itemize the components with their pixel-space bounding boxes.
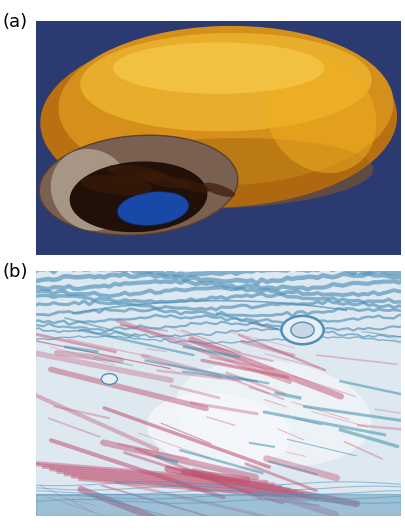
Ellipse shape <box>113 43 324 94</box>
Ellipse shape <box>40 32 397 207</box>
Ellipse shape <box>175 360 372 467</box>
Circle shape <box>281 316 324 344</box>
Ellipse shape <box>138 172 190 189</box>
Text: (b): (b) <box>2 263 28 281</box>
Ellipse shape <box>265 57 376 173</box>
Ellipse shape <box>58 26 394 185</box>
Circle shape <box>291 322 314 338</box>
Ellipse shape <box>64 138 373 209</box>
Ellipse shape <box>117 192 189 226</box>
Ellipse shape <box>51 149 132 231</box>
Text: (a): (a) <box>2 13 27 31</box>
Circle shape <box>101 373 117 385</box>
Bar <box>36 494 401 516</box>
Ellipse shape <box>202 182 235 197</box>
Ellipse shape <box>70 161 207 232</box>
Ellipse shape <box>147 393 290 468</box>
Ellipse shape <box>169 178 210 193</box>
Ellipse shape <box>80 33 372 131</box>
Ellipse shape <box>107 165 171 182</box>
Ellipse shape <box>81 175 153 195</box>
Ellipse shape <box>39 135 238 235</box>
